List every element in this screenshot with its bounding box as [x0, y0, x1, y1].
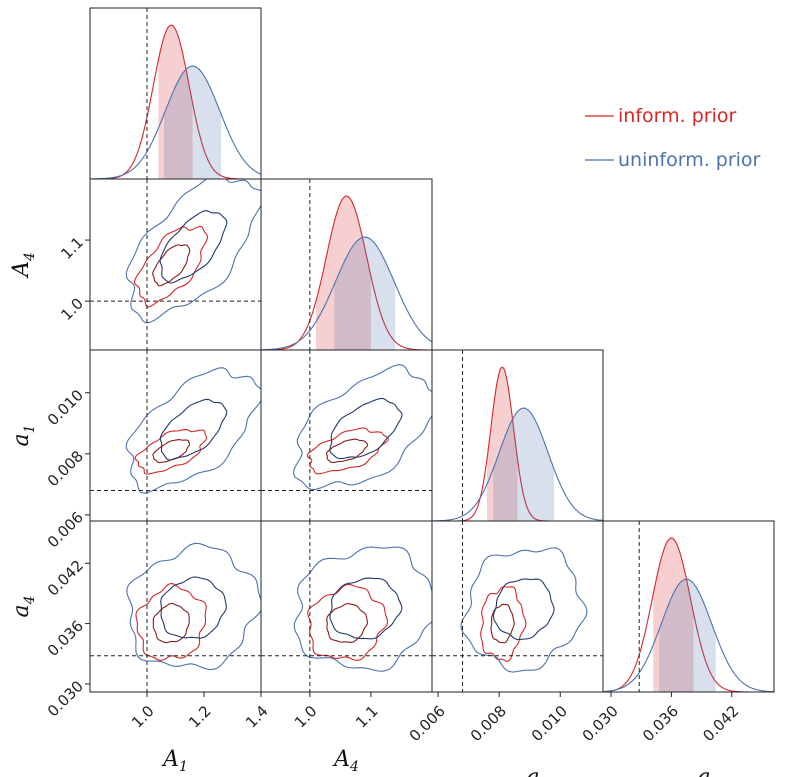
x-tick-label-3-2: 0.042 — [699, 702, 742, 745]
contour-0-level-1 — [135, 583, 207, 661]
contour-1-level-0 — [159, 210, 228, 284]
x-tick-label-0-0: 1.0 — [128, 702, 158, 732]
y-tick-label-2-1: 0.008 — [44, 447, 87, 490]
contour-0-level-1 — [480, 586, 527, 662]
x-axis-label-2: a1 — [526, 765, 548, 777]
diag-panel-1 — [260, 178, 433, 351]
contour-1-level-0 — [492, 578, 555, 641]
diag-panel-3 — [602, 520, 775, 693]
legend-label-1: uninform. prior — [618, 149, 761, 171]
credible-band-0-3 — [653, 538, 694, 692]
y-axis-label-3: a4 — [9, 595, 38, 617]
contour-0-level-0 — [152, 439, 191, 464]
scatter-panel-2-3 — [431, 520, 604, 693]
panel-frame-0-2 — [89, 349, 262, 522]
panel-frame-1-2 — [260, 349, 433, 522]
scatter-panel-1-3 — [260, 520, 433, 693]
y-tick-label-3-2: 0.042 — [44, 557, 87, 600]
contour-0-level-1 — [134, 429, 208, 475]
scatter-panel-0-1 — [89, 178, 262, 351]
x-axis-label-3: a4 — [697, 765, 719, 777]
x-axis-label-sub-1: 4 — [349, 759, 359, 775]
credible-band-1-3 — [659, 579, 716, 692]
contour-1-level-1 — [125, 367, 261, 494]
diag-panel-0 — [89, 7, 262, 180]
contour-1-level-0 — [159, 398, 228, 461]
contour-1-level-0 — [160, 576, 227, 639]
scatter-panel-0-3 — [89, 520, 262, 693]
posterior-curve-1-3 — [603, 578, 774, 692]
x-tick-label-0-1: 1.2 — [185, 702, 215, 732]
x-tick-label-2-1: 0.008 — [467, 702, 510, 745]
legend-label-0: inform. prior — [618, 105, 736, 127]
contour-0-level-1 — [307, 583, 389, 661]
y-axis-label-1: A4 — [9, 252, 38, 279]
credible-band-0-1 — [315, 196, 371, 350]
y-tick-label-1-1: 1.1 — [57, 233, 87, 263]
panel-frame-2-3 — [431, 520, 604, 693]
y-tick-label-2-0: 0.006 — [44, 508, 87, 551]
credible-band-1-0 — [164, 66, 222, 179]
contour-0-level-0 — [152, 602, 190, 644]
y-axis-label-2: a1 — [9, 424, 38, 446]
x-axis-label-1: A4 — [332, 747, 359, 775]
posterior-curve-1-2 — [432, 407, 603, 521]
contour-0-level-0 — [152, 244, 191, 287]
contour-1-level-0 — [329, 577, 403, 640]
scatter-panel-0-2 — [89, 349, 262, 522]
contour-0-level-0 — [490, 603, 515, 644]
y-axis-label-sub-3: 4 — [22, 595, 38, 605]
contour-1-level-1 — [126, 542, 261, 671]
contour-1-level-1 — [293, 546, 432, 672]
credible-band-0-0 — [158, 25, 193, 179]
y-axis-label-sub-2: 1 — [22, 424, 38, 433]
x-tick-label-2-0: 0.006 — [406, 702, 449, 745]
posterior-curve-0-1 — [261, 195, 432, 350]
credible-band-1-2 — [493, 408, 555, 521]
panel-frame-1-3 — [260, 520, 433, 693]
y-tick-label-1-0: 1.0 — [57, 294, 87, 324]
contour-0-level-0 — [325, 438, 369, 463]
x-tick-label-1-0: 1.0 — [291, 702, 321, 732]
x-tick-label-2-2: 0.010 — [528, 702, 571, 745]
contour-1-level-1 — [460, 547, 588, 673]
posterior-curve-1-0 — [90, 65, 261, 179]
legend: inform. prior uninform. prior — [585, 105, 761, 171]
posterior-curve-1-1 — [261, 236, 432, 350]
credible-band-1-1 — [334, 237, 396, 350]
x-tick-label-3-1: 0.036 — [639, 702, 682, 745]
x-tick-label-3-0: 0.030 — [579, 702, 622, 745]
scatter-panel-1-2 — [260, 349, 433, 522]
x-axis-label-sub-0: 1 — [179, 759, 188, 775]
y-axis-label-sub-1: 4 — [22, 252, 38, 262]
contour-1-level-1 — [125, 179, 261, 324]
y-tick-label-3-1: 0.036 — [44, 617, 87, 660]
contour-1-level-1 — [292, 364, 432, 490]
y-tick-label-2-2: 0.010 — [44, 386, 87, 429]
x-tick-label-0-2: 1.4 — [242, 702, 272, 732]
y-tick-label-3-0: 0.030 — [44, 677, 87, 720]
contour-0-level-1 — [133, 225, 208, 308]
x-axis-label-0: A1 — [161, 747, 188, 775]
contour-0-level-1 — [306, 427, 389, 475]
diag-panel-2 — [431, 349, 604, 522]
x-tick-label-1-1: 1.1 — [352, 702, 382, 732]
contour-0-level-0 — [326, 603, 368, 643]
contour-1-level-0 — [329, 397, 403, 460]
